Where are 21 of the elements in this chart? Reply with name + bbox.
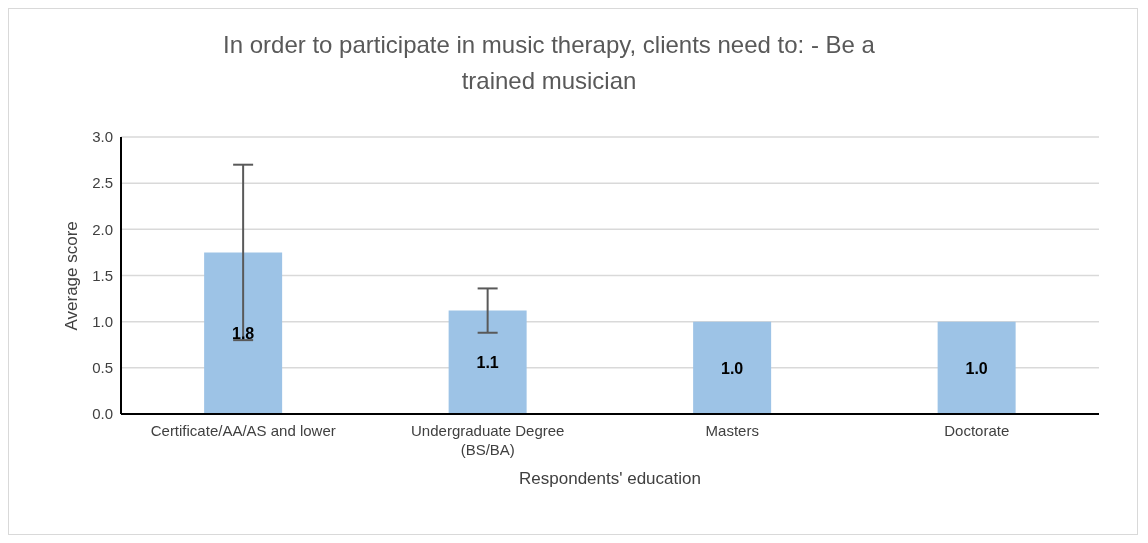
data-label: 1.0 bbox=[965, 359, 988, 377]
y-tick-label: 3.0 bbox=[92, 128, 113, 146]
x-axis-title: Respondents' education bbox=[519, 469, 701, 488]
x-tick-label: Masters bbox=[705, 422, 759, 439]
y-axis-title: Average score bbox=[62, 221, 82, 331]
bar bbox=[693, 321, 772, 414]
bar bbox=[204, 252, 283, 414]
bar bbox=[448, 310, 527, 414]
y-tick-label: 0.0 bbox=[92, 405, 113, 423]
bar bbox=[937, 321, 1016, 414]
data-label: 1.1 bbox=[476, 353, 499, 371]
y-tick-label: 2.5 bbox=[92, 174, 113, 192]
y-tick-label: 1.0 bbox=[92, 312, 113, 330]
chart-title: In order to participate in music therapy, clients need to: - Be a trained musician bbox=[222, 30, 876, 96]
y-tick-label: 1.5 bbox=[92, 266, 113, 284]
x-tick-label: Certificate/AA/AS and lower bbox=[150, 422, 336, 439]
data-label: 1.0 bbox=[721, 359, 744, 377]
y-tick-label: 2.0 bbox=[92, 220, 113, 238]
y-tick-label: 0.5 bbox=[92, 359, 113, 377]
x-tick-label: Doctorate bbox=[944, 422, 1010, 439]
x-tick-label: Undergraduate Degree (BS/BA) bbox=[411, 422, 565, 458]
